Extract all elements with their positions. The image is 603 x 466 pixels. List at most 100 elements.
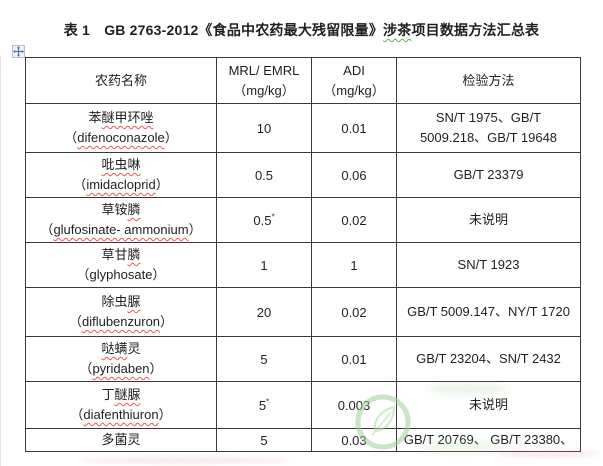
adi-value-cell[interactable]: 0.003 <box>311 381 397 429</box>
plain-text: 苯 <box>88 110 102 125</box>
header-unit: （mg/kg） <box>323 82 385 98</box>
mrl-value-cell[interactable]: 0.5* <box>216 197 312 243</box>
table-row: 草甘膦 （glyphosate） 1 1 SN/T 1923 <box>25 242 581 288</box>
mrl-value: 5 <box>258 397 267 413</box>
mrl-value: 10 <box>256 120 272 136</box>
plain-text: ） <box>149 361 163 376</box>
mrl-value: 1 <box>260 257 268 273</box>
adi-value-cell[interactable]: 0.03 <box>311 428 397 452</box>
mrl-value-cell[interactable]: 5 <box>216 428 312 452</box>
mrl-value-cell[interactable]: 5 <box>216 336 312 382</box>
pesticide-name-cn: 哒螨灵 <box>28 339 214 359</box>
misspelled-text: pyridaben <box>92 361 150 376</box>
plain-text: （glyphosate） <box>76 267 166 282</box>
mrl-value-cell[interactable]: 5* <box>216 381 312 429</box>
pesticide-name-cell[interactable]: 丁醚脲 （diafenthiuron） <box>25 381 217 429</box>
table-row: 苯醚甲环唑 （difenoconazole） 10 0.01 SN/T 1975、GB/… <box>25 103 581 153</box>
mrl-value-cell[interactable]: 10 <box>216 103 312 153</box>
header-label: 农药名称 <box>94 72 147 88</box>
test-method-cell[interactable]: GB/T 5009.147、NY/T 1720 <box>396 287 581 337</box>
pesticide-name-cell[interactable]: 多菌灵 <box>25 428 217 452</box>
misspelled-text: glufosinate- ammonium <box>53 222 189 237</box>
pesticide-name-cell[interactable]: 哒螨灵 （pyridaben） <box>25 336 217 382</box>
move-arrows-icon <box>13 46 24 57</box>
table-row: 哒螨灵 （pyridaben） 5 0.01 GB/T 23204、SN/T 2432 <box>25 336 581 382</box>
misspelled-text: 哒螨 <box>101 341 128 356</box>
table-move-handle[interactable] <box>12 45 25 58</box>
test-method-cell[interactable]: 未说明 <box>396 197 581 243</box>
pesticide-name-cell[interactable]: 草甘膦 （glyphosate） <box>25 242 217 288</box>
col-header-pesticide-name[interactable]: 农药名称 <box>25 57 217 104</box>
mrl-value-cell[interactable]: 0.5 <box>216 152 312 198</box>
header-unit: （mg/kg） <box>233 82 295 98</box>
test-method-cell[interactable]: 未说明 <box>396 381 581 429</box>
table-row: 丁醚脲 （diafenthiuron） 5* 0.003 未说明 <box>25 381 581 429</box>
plain-text: 除虫 <box>101 294 128 309</box>
adi-value-cell[interactable]: 1 <box>311 242 397 288</box>
pesticide-name-en: （diafenthiuron） <box>28 405 214 425</box>
misspelled-text: 脲 <box>127 294 141 309</box>
test-method-cell[interactable]: SN/T 1923 <box>396 242 581 288</box>
table-caption[interactable]: 表 1 GB 2763-2012《食品中农药最大残留限量》涉茶项目数据方法汇总表 <box>0 20 603 40</box>
header-label: ADI <box>343 62 365 78</box>
adi-value-cell[interactable]: 0.01 <box>311 103 397 153</box>
table-row: 多菌灵 5 0.03 GB/T 20769、 GB/T 23380、 <box>25 428 581 452</box>
pesticide-name-cn: 草甘膦 <box>28 245 214 265</box>
pesticide-name-cn: 丁醚脲 <box>28 385 214 405</box>
pesticide-name-en: （glufosinate- ammonium） <box>28 220 214 240</box>
caption-text-post: 项目数据方法汇总表 <box>411 22 540 38</box>
header-label: 检验方法 <box>462 72 515 88</box>
pesticide-name-en: （diflubenzuron） <box>28 312 214 332</box>
pesticide-mrl-table: 农药名称 MRL/ EMRL （mg/kg） ADI （mg/kg） 检验方法 … <box>25 57 581 452</box>
test-method-cell[interactable]: SN/T 1975、GB/T 5009.218、GB/T 19648 <box>396 103 581 153</box>
adi-value-cell[interactable]: 0.02 <box>311 287 397 337</box>
pesticide-name-cn: 草铵膦 <box>28 200 214 220</box>
mrl-value-cell[interactable]: 20 <box>216 287 312 337</box>
misspelled-text: 醚甲环唑 <box>101 110 154 125</box>
plain-text: ） <box>164 130 178 145</box>
adi-value-cell[interactable]: 0.02 <box>311 197 397 243</box>
col-header-adi[interactable]: ADI （mg/kg） <box>311 57 397 104</box>
mrl-value: 5 <box>260 432 268 448</box>
plain-text: ） <box>155 177 169 192</box>
plain-text: （ <box>79 361 93 376</box>
pesticide-name-cell[interactable]: 草铵膦 （glufosinate- ammonium） <box>25 197 217 243</box>
plain-text: ） <box>158 407 172 422</box>
plain-text: （ <box>70 407 84 422</box>
misspelled-text: imidacloprid <box>86 177 156 192</box>
col-header-test-method[interactable]: 检验方法 <box>396 57 581 104</box>
mrl-value-cell[interactable]: 1 <box>216 242 312 288</box>
caption-text-grammar-flagged: 涉茶 <box>383 22 412 38</box>
plain-text: （ <box>68 314 82 329</box>
plain-text: 草甘 <box>101 247 128 262</box>
mrl-asterisk-note: * <box>271 212 275 222</box>
pesticide-name-en: （difenoconazole） <box>28 128 214 148</box>
adi-value-cell[interactable]: 0.01 <box>311 336 397 382</box>
misspelled-text: 醚脲 <box>114 387 141 402</box>
pesticide-name-en: （imidacloprid） <box>28 175 214 195</box>
test-method-cell[interactable]: GB/T 23204、SN/T 2432 <box>396 336 581 382</box>
adi-value-cell[interactable]: 0.06 <box>311 152 397 198</box>
plain-text: ） <box>188 222 202 237</box>
plain-text: ） <box>160 314 174 329</box>
plain-text: 丁 <box>101 387 115 402</box>
misspelled-text: 吡虫啉 <box>101 157 141 172</box>
pesticide-name-cn: 吡虫啉 <box>28 155 214 175</box>
test-method-cell[interactable]: GB/T 20769、 GB/T 23380、 <box>396 428 581 452</box>
mrl-asterisk-note: * <box>266 397 270 407</box>
misspelled-text: diafenthiuron <box>83 407 159 422</box>
pesticide-name-cn: 苯醚甲环唑 <box>28 108 214 128</box>
col-header-mrl-emrl[interactable]: MRL/ EMRL （mg/kg） <box>216 57 312 104</box>
misspelled-text: 膦 <box>127 202 141 217</box>
test-method-cell[interactable]: GB/T 23379 <box>396 152 581 198</box>
pesticide-name-cell[interactable]: 吡虫啉 （imidacloprid） <box>25 152 217 198</box>
pesticide-name-cell[interactable]: 苯醚甲环唑 （difenoconazole） <box>25 103 217 153</box>
pesticide-name-cell[interactable]: 除虫脲 （diflubenzuron） <box>25 287 217 337</box>
misspelled-text: difenoconazole <box>77 130 165 145</box>
plain-text: （ <box>73 177 87 192</box>
plain-text: 多菌灵 <box>101 432 141 447</box>
plain-text: （ <box>64 130 78 145</box>
mrl-value: 5 <box>260 351 268 367</box>
pesticide-name-en: （pyridaben） <box>28 359 214 379</box>
plain-text: （ <box>40 222 54 237</box>
